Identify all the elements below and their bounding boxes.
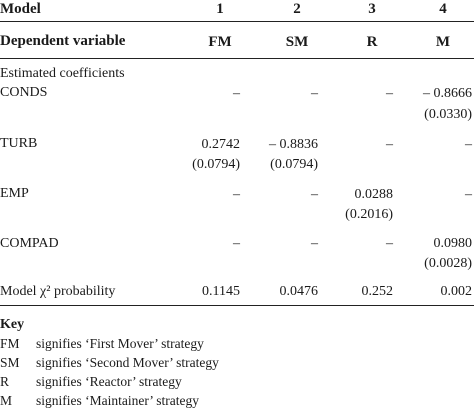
key-text: signifies ‘Maintainer’ strategy	[36, 393, 199, 408]
chi-value: 0.252	[361, 284, 394, 299]
cell-se: (0.0028)	[424, 256, 472, 271]
dependent-value-2: SM	[285, 34, 309, 50]
key-abbr: R	[0, 374, 10, 389]
chi-value: 0.0476	[279, 284, 319, 299]
header-rule-bottom	[0, 58, 474, 59]
dependent-value-3: R	[366, 34, 378, 50]
model-header-label: Model	[0, 1, 41, 17]
key-text: signifies ‘Reactor’ strategy	[36, 374, 182, 389]
model-number-1: 1	[216, 1, 224, 17]
cell-se: (0.2016)	[345, 207, 393, 222]
model-number-3: 3	[368, 1, 376, 17]
key-abbr: SM	[0, 355, 20, 370]
table-bottom-rule	[0, 305, 474, 306]
cell-value: –	[465, 187, 472, 202]
cell-se: (0.0794)	[192, 157, 240, 172]
cell-value: –	[465, 137, 472, 152]
section-title: Estimated coefficients	[0, 66, 125, 81]
cell-se: (0.0794)	[270, 157, 318, 172]
cell-value: 0.0980	[433, 236, 473, 251]
key-text: signifies ‘Second Mover’ strategy	[36, 355, 219, 370]
header-rule-top	[0, 21, 474, 22]
cell-value: –	[311, 187, 318, 202]
cell-value: –	[311, 86, 318, 101]
key-text: signifies ‘First Mover’ strategy	[36, 336, 204, 351]
row-label-emp: EMP	[0, 186, 29, 201]
row-label-turb: TURB	[0, 136, 38, 151]
cell-value: – 0.8836	[269, 137, 318, 152]
cell-value: 0.0288	[354, 187, 394, 202]
dependent-variable-label: Dependent variable	[0, 33, 126, 49]
model-number-2: 2	[293, 1, 301, 17]
cell-value: –	[386, 86, 393, 101]
dependent-value-4: M	[435, 34, 451, 50]
cell-value: –	[233, 187, 240, 202]
cell-value: – 0.8666	[423, 86, 472, 101]
key-title: Key	[0, 317, 25, 332]
cell-se: (0.0330)	[424, 107, 472, 122]
chi-square-label: Model χ² probability	[0, 284, 116, 299]
dependent-value-1: FM	[208, 34, 232, 50]
row-label-conds: CONDS	[0, 85, 48, 100]
key-abbr: M	[0, 393, 13, 408]
cell-value: –	[233, 86, 240, 101]
chi-value: 0.002	[440, 284, 473, 299]
cell-value: –	[386, 236, 393, 251]
cell-value: –	[233, 236, 240, 251]
cell-value: –	[386, 137, 393, 152]
row-label-compad: COMPAD	[0, 236, 59, 251]
chi-value: 0.1145	[202, 284, 240, 299]
key-abbr: FM	[0, 336, 20, 351]
cell-value: 0.2742	[201, 137, 241, 152]
cell-value: –	[311, 236, 318, 251]
model-number-4: 4	[439, 1, 447, 17]
